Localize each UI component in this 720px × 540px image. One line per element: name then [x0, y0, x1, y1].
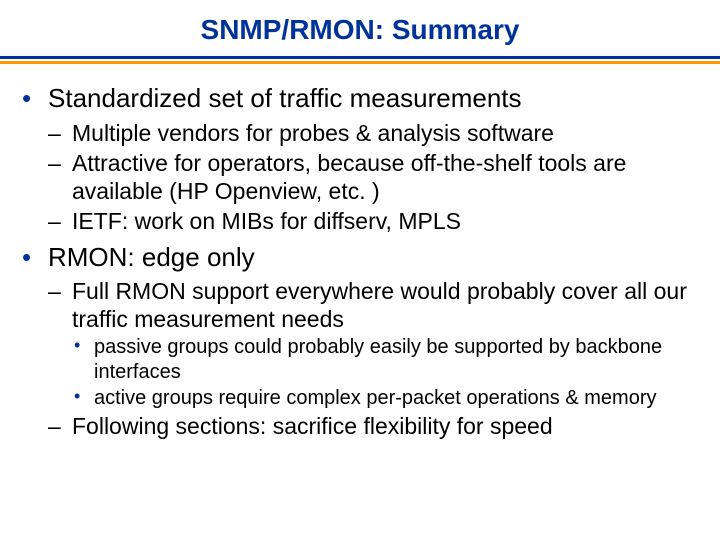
list-item: RMON: edge only Full RMON support everyw…	[22, 241, 698, 441]
bullet-text: Multiple vendors for probes & analysis s…	[72, 120, 554, 146]
title-divider	[0, 56, 720, 66]
bullet-text: RMON: edge only	[48, 242, 255, 272]
divider-line-bottom	[0, 61, 720, 64]
bullet-list-level-1: Standardized set of traffic measurements…	[22, 82, 698, 441]
list-item: Standardized set of traffic measurements…	[22, 82, 698, 235]
list-item: IETF: work on MIBs for diffserv, MPLS	[48, 207, 698, 235]
slide-title: SNMP/RMON: Summary	[0, 0, 720, 56]
bullet-text: Following sections: sacrifice flexibilit…	[72, 413, 553, 439]
slide-body: Standardized set of traffic measurements…	[0, 66, 720, 441]
bullet-text: Full RMON support everywhere would proba…	[72, 278, 687, 332]
list-item: passive groups could probably easily be …	[72, 335, 698, 384]
bullet-text: IETF: work on MIBs for diffserv, MPLS	[72, 208, 461, 234]
bullet-text: passive groups could probably easily be …	[94, 336, 662, 382]
bullet-text: Attractive for operators, because off-th…	[72, 150, 626, 204]
divider-line-top	[0, 56, 720, 59]
bullet-list-level-2: Full RMON support everywhere would proba…	[48, 277, 698, 440]
slide: SNMP/RMON: Summary Standardized set of t…	[0, 0, 720, 540]
bullet-list-level-2: Multiple vendors for probes & analysis s…	[48, 119, 698, 235]
list-item: Attractive for operators, because off-th…	[48, 149, 698, 205]
bullet-list-level-3: passive groups could probably easily be …	[72, 335, 698, 410]
list-item: Following sections: sacrifice flexibilit…	[48, 412, 698, 440]
list-item: active groups require complex per-packet…	[72, 386, 698, 410]
bullet-text: Standardized set of traffic measurements	[48, 83, 522, 113]
bullet-text: active groups require complex per-packet…	[94, 387, 656, 409]
list-item: Full RMON support everywhere would proba…	[48, 277, 698, 410]
list-item: Multiple vendors for probes & analysis s…	[48, 119, 698, 147]
